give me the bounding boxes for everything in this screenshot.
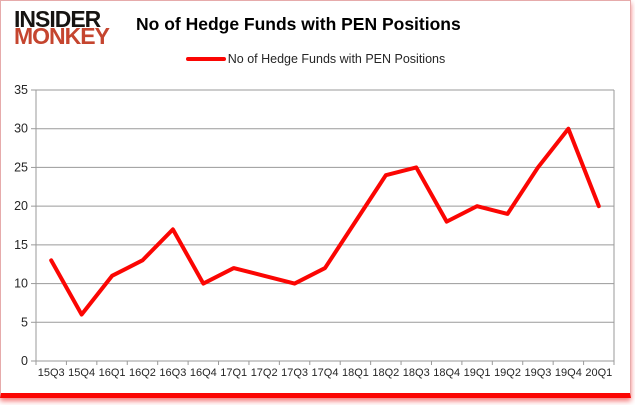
- x-tick-label: 16Q4: [190, 367, 217, 379]
- chart-legend: No of Hedge Funds with PEN Positions: [1, 51, 630, 67]
- logo-text-monkey: MONKEY: [14, 23, 110, 49]
- y-tick-label: 0: [21, 354, 28, 368]
- y-tick-label: 25: [14, 160, 28, 174]
- x-tick-label: 17Q1: [220, 367, 247, 379]
- x-tick-label: 17Q2: [251, 367, 278, 379]
- x-tick-label: 16Q2: [129, 367, 156, 379]
- x-tick-label: 16Q3: [159, 367, 186, 379]
- logo-text-insider: INSIDER: [14, 6, 101, 32]
- x-tick-label: 19Q3: [524, 367, 551, 379]
- x-tick-label: 17Q4: [312, 367, 339, 379]
- y-tick-label: 10: [14, 277, 28, 291]
- legend-line-swatch: [185, 57, 226, 61]
- chart-title: No of Hedge Funds with PEN Positions: [136, 14, 461, 34]
- series-line: [49, 126, 601, 317]
- y-tick-label: 20: [14, 199, 28, 213]
- x-tick-label: 18Q2: [372, 367, 399, 379]
- x-tick-label: 16Q1: [99, 367, 126, 379]
- insider-monkey-logo: INSIDER MONKEY: [14, 6, 110, 49]
- x-tick-label: 18Q1: [342, 367, 369, 379]
- chart-frame: INSIDER MONKEY No of Hedge Funds with PE…: [0, 0, 631, 398]
- y-tick-label: 30: [14, 122, 28, 136]
- y-tick-label: 35: [14, 83, 28, 97]
- x-tick-label: 15Q4: [68, 367, 95, 379]
- x-tick-label: 19Q1: [464, 367, 491, 379]
- legend-label: No of Hedge Funds with PEN Positions: [227, 52, 446, 66]
- y-tick-label: 15: [14, 238, 28, 252]
- x-tick-label: 18Q4: [433, 367, 460, 379]
- y-tick-label: 5: [21, 315, 28, 329]
- x-tick-label: 15Q3: [38, 367, 65, 379]
- x-tick-label: 19Q2: [494, 367, 521, 379]
- x-tick-label: 18Q3: [403, 367, 430, 379]
- x-tick-label: 19Q4: [555, 367, 582, 379]
- x-tick-label: 17Q3: [281, 367, 308, 379]
- x-tick-label: 20Q1: [585, 367, 612, 379]
